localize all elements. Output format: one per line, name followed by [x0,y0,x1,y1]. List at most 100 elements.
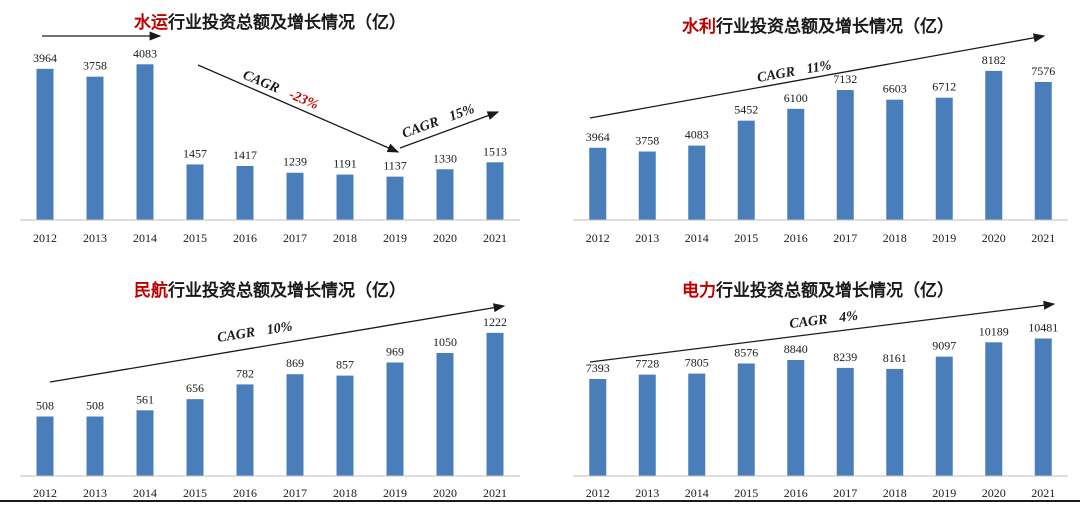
data-label: 508 [86,398,104,412]
bar-2020 [985,70,1003,220]
data-label: 6603 [883,82,907,96]
x-tick-label: 2016 [784,231,808,245]
cagr-arrow [589,300,1056,363]
data-label: 857 [336,358,354,372]
x-tick-label: 2015 [183,486,207,500]
data-label: 656 [186,381,204,395]
bar-2014 [688,145,706,220]
x-tick-label: 2021 [1031,486,1055,500]
chart-title: 电力行业投资总额及增长情况（亿） [568,276,1068,301]
bar-2020 [436,353,454,476]
x-tick-label: 2018 [333,486,357,500]
x-tick-label: 2019 [383,231,407,245]
data-label: 6100 [784,91,808,105]
cagr-label: CAGR [400,115,441,142]
bar-2017 [836,367,854,476]
x-tick-label: 2012 [33,486,57,500]
data-label: 8239 [833,350,857,364]
x-tick-label: 2013 [635,486,659,500]
data-label: 7728 [635,357,659,371]
x-tick-label: 2017 [283,231,307,245]
x-tick-label: 2019 [932,231,956,245]
x-tick-label: 2016 [233,486,257,500]
bar-2014 [136,64,154,220]
x-tick-label: 2014 [685,231,709,245]
cagr-label: CAGR [789,312,829,332]
cagr-arrow-up [399,111,500,149]
x-tick-label: 2012 [33,231,57,245]
bar-2019 [935,97,953,220]
bar-2015 [737,363,755,476]
bar-2018 [336,375,354,476]
data-label: 1457 [183,146,207,160]
bar-2017 [286,172,304,220]
chart-panel-shipping: 水运行业投资总额及增长情况（亿） CAGR-23% CAGR15% 3964 20… [20,0,520,250]
x-tick-label: 2021 [483,486,507,500]
bar-2021 [486,332,504,476]
data-label: 3758 [635,134,659,148]
bar-2020 [985,342,1003,476]
bar-2013 [638,151,656,220]
data-label: 1513 [483,144,507,158]
electric-power-bar-chart: CAGR 4% 7393 2012 7728 2013 7805 2014 8576 2015 8… [573,300,1068,500]
data-label: 7805 [685,356,709,370]
chart-title-highlight: 电力 [682,281,716,301]
x-tick-label: 2020 [433,231,457,245]
data-label: 1222 [483,315,507,329]
chart-title-rest: 行业投资总额及增长情况（亿） [168,13,406,33]
data-label: 1191 [333,157,357,171]
bar-2018 [886,368,904,476]
cagr-value: 4% [837,309,858,326]
bar-2016 [236,384,254,476]
chart-title-highlight: 民航 [134,281,168,301]
data-label: 9097 [932,339,956,353]
chart-title-rest: 行业投资总额及增长情况（亿） [716,17,954,37]
data-label: 10189 [979,324,1009,338]
x-tick-label: 2018 [883,486,907,500]
bar-2017 [836,90,854,220]
data-label: 8182 [982,53,1006,67]
bottom-rule [0,500,1080,502]
cagr-annotation: CAGR 11% [756,58,832,86]
cagr-label: CAGR [756,65,796,86]
x-tick-label: 2014 [685,486,709,500]
bar-2021 [1034,338,1052,476]
bar-2014 [136,410,154,476]
water-conservancy-bar-chart: CAGR 11% 3964 2012 3758 2013 4083 2014 5452 2015… [573,33,1068,245]
data-label: 6712 [932,80,956,94]
bar-2020 [436,169,454,220]
chart-panel-electric-power: 电力行业投资总额及增长情况（亿） CAGR 4% 7393 2012 7728 2013… [568,256,1068,500]
bar-2012 [36,68,54,220]
cagr-label: CAGR [216,325,256,346]
data-label: 7393 [586,361,610,375]
bar-2015 [737,120,755,220]
shipping-bar-chart: CAGR-23% CAGR15% 39642012375820134083201… [20,31,520,245]
x-tick-label: 2019 [932,486,956,500]
cagr-annotation: CAGR 4% [789,309,859,332]
chart-title-highlight: 水利 [682,17,716,37]
data-label: 3964 [586,130,610,144]
bar-2015 [186,399,204,476]
x-tick-label: 2016 [233,231,257,245]
data-label: 1050 [433,335,457,349]
x-tick-label: 2012 [586,486,610,500]
data-label: 3758 [83,59,107,73]
data-label: 5452 [734,103,758,117]
data-label: 782 [236,366,254,380]
data-label: 869 [286,356,304,370]
bar-2018 [886,99,904,220]
x-tick-label: 2018 [883,231,907,245]
data-label: 1330 [433,151,457,165]
chart-title: 民航行业投资总额及增长情况（亿） [20,276,520,301]
bar-2013 [86,76,104,220]
bar-2019 [386,176,404,220]
bar-2012 [589,379,607,476]
cagr-annotation-down: CAGR-23% [240,68,320,113]
data-label: 508 [36,398,54,412]
x-tick-label: 2017 [833,231,857,245]
bar-2019 [386,362,404,476]
x-tick-label: 2018 [333,231,357,245]
x-tick-label: 2016 [784,486,808,500]
data-label: 3964 [33,51,57,65]
data-label: 4083 [133,46,157,60]
